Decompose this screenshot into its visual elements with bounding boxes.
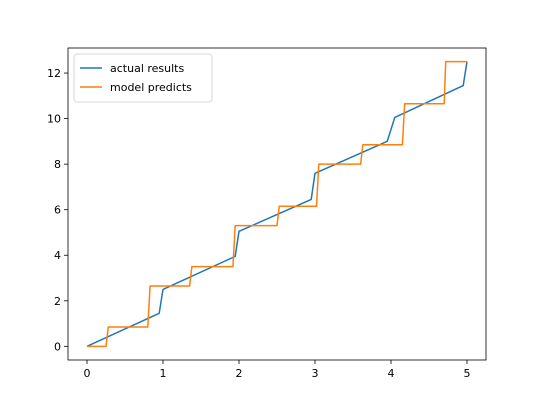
x-tick-label: 3 — [312, 367, 319, 380]
legend: actual results model predicts — [73, 53, 213, 103]
y-tick-label: 12 — [47, 67, 61, 80]
y-tick-label: 0 — [54, 340, 61, 353]
series-lines-layer — [86, 60, 468, 348]
y-tick-label: 8 — [54, 158, 61, 171]
legend-label-0: actual results — [110, 62, 184, 75]
series-line-0 — [86, 61, 468, 348]
series-line-1 — [87, 60, 467, 348]
legend-label-1: model predicts — [110, 81, 192, 94]
y-tick-label: 2 — [54, 295, 61, 308]
y-tick-label: 10 — [47, 113, 61, 126]
y-tick-label: 4 — [54, 249, 61, 262]
x-tick-label: 5 — [464, 367, 471, 380]
y-axis-ticks: 0 2 4 6 8 10 12 — [47, 67, 68, 353]
x-axis-ticks: 0 1 2 3 4 5 — [84, 360, 471, 380]
y-tick-label: 6 — [54, 204, 61, 217]
x-tick-label: 1 — [160, 367, 167, 380]
x-tick-label: 0 — [84, 367, 91, 380]
x-tick-label: 4 — [388, 367, 395, 380]
plot-frame — [67, 47, 487, 361]
x-tick-label: 2 — [236, 367, 243, 380]
legend-box — [73, 53, 213, 103]
